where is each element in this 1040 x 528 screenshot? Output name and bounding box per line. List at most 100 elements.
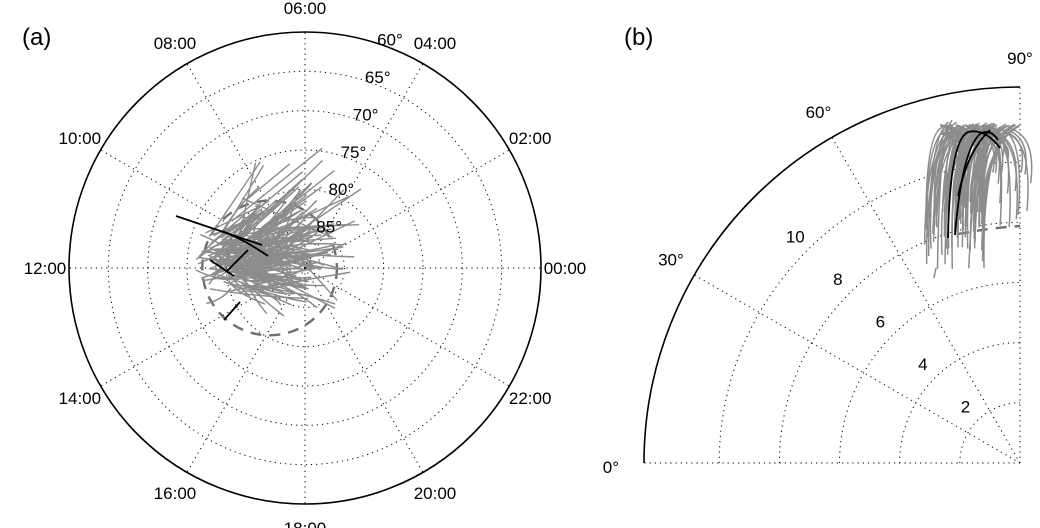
panel-a-track [198,218,250,258]
panel-b-track [925,126,943,229]
panel-b-radius-arc [959,402,1021,464]
panel-b-radius-label: 4 [918,355,927,374]
panel-a-tracks [175,147,362,321]
panel-b-track [973,126,998,174]
panel-b-track [991,131,1017,192]
panel-a-track [243,159,323,238]
panel-b-track [971,130,986,157]
panel-a-labels: 06:00 04:00 02:00 00:00 22:00 20:00 18:00 16:00… [24,0,587,528]
panel-a-track [225,171,304,236]
panel-a-black-track [221,230,269,257]
panel-a-black-track [223,301,241,321]
panel-a-latitude-label: 70° [353,105,379,124]
panel-a-time-label: 02:00 [509,129,552,148]
panel-a-time-label: 14:00 [59,389,102,408]
panel-b-radius-label: 6 [876,312,885,331]
panel-a-latitude-label: 75° [341,143,367,162]
panel-a-track [227,245,263,250]
panel-a-time-label: 22:00 [509,389,552,408]
panel-b-track [933,267,937,279]
panel-b-angle-label: 90° [1007,49,1033,68]
panel-a-time-label: 00:00 [544,259,587,278]
panel-a-track [236,162,257,247]
panel-b-track [932,126,972,242]
panel-b-track [948,125,969,202]
panel-b-label: (b) [624,24,653,51]
panel-b-track [977,132,995,173]
panel-a-time-label: 10:00 [59,129,102,148]
panel-a-track [206,287,232,305]
panel-b-radius-label: 2 [961,397,970,416]
panel-b-angle-label: 0° [603,458,619,477]
panel-b-track [983,133,1010,161]
panel-a-time-label: 12:00 [24,259,67,278]
panel-a-track [240,271,268,315]
panel-b-track [1007,127,1033,184]
panel-a-track [246,163,291,200]
panel-a-track [281,261,321,272]
panel-a-track [236,272,279,289]
panel-b-quadrant-plot: (b) 0° 30° 60° 90° 2 4 6 8 10 [603,24,1033,477]
panel-a-track [210,214,246,245]
panel-a-black-track [209,259,235,277]
panel-a-time-label: 18:00 [284,519,327,528]
panel-a-track [248,246,344,260]
panel-a-track [220,186,260,234]
panel-a-grid [69,32,541,504]
panel-b-track [970,126,984,208]
panel-a-time-label: 06:00 [284,0,327,18]
panel-a-track [255,246,355,258]
panel-a-track [224,164,265,230]
panel-b-track [957,133,982,193]
panel-a-track [246,231,319,272]
panel-a-track [248,273,318,309]
panel-b-angle-spoke [694,274,1021,464]
panel-a-track [228,280,266,305]
panel-a-track [222,251,249,262]
panel-a-outer-boundary [68,31,542,505]
panel-a-track [229,275,272,282]
panel-b-track [940,131,964,218]
panel-a-spoke [304,63,424,269]
panel-b-track [986,123,1003,226]
panel-a-latitude-circle [107,70,503,466]
panel-a-latitude-circle [186,149,424,387]
panel-b-track [991,131,1019,220]
panel-b-radius-label: 8 [833,270,842,289]
panel-b-black-track [957,129,991,197]
panel-a-track [266,189,345,269]
panel-a-track [231,147,323,222]
panel-a-track [273,229,338,301]
panel-b-tracks [923,119,1033,279]
panel-a-track [281,225,301,261]
panel-a-black-track [175,215,263,246]
panel-b-track [943,125,967,195]
panel-b-track [1004,132,1029,211]
panel-a-track [208,161,261,238]
panel-a-track [209,228,273,256]
panel-a-track [259,211,304,252]
panel-a-time-label: 04:00 [414,34,457,53]
panel-b-radius-arc [839,282,1021,464]
panel-b-black-track [954,131,999,236]
panel-a-spoke [304,267,510,387]
panel-a-polar-plot: (a) 06:00 04:00 02:00 00:00 22:00 20:00 18:00 1… [22,0,586,528]
panel-a-track [200,233,263,273]
panel-a-track [257,271,309,283]
panel-a-track [250,182,313,250]
panel-b-angle-label: 60° [806,103,832,122]
panel-b-angle-label: 30° [658,250,684,269]
panel-a-latitude-label: 85° [316,218,342,237]
panel-b-outer-arc [643,86,1021,464]
panel-a-track [215,262,267,273]
panel-a-latitude-circle [265,228,345,308]
panel-a-time-label: 08:00 [154,34,197,53]
panel-b-track [925,125,959,265]
panel-b-track [943,123,975,237]
panel-a-label: (a) [22,24,51,51]
panel-a-latitude-label: 65° [365,68,391,87]
panel-b-track [941,124,965,213]
panel-a-track [245,246,279,273]
panel-b-labels: 0° 30° 60° 90° 2 4 6 8 10 [603,49,1033,477]
